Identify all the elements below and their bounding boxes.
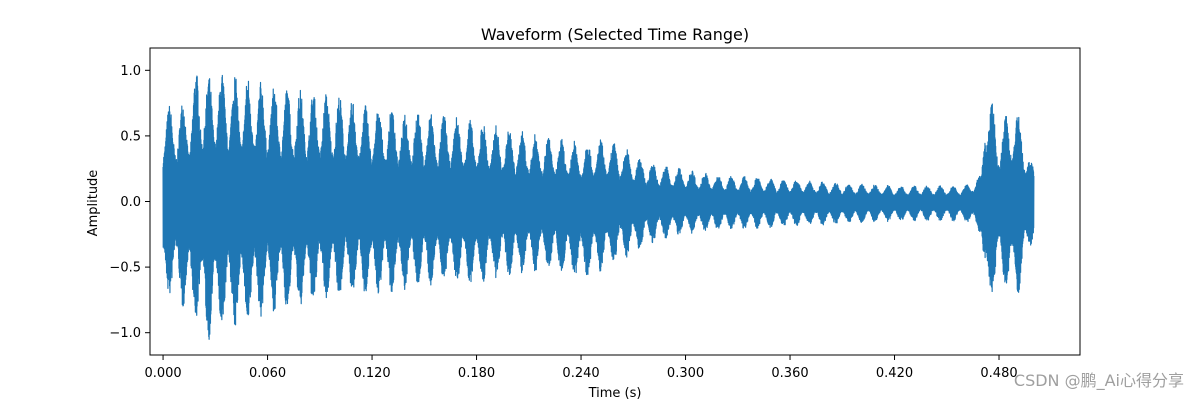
y-axis: −1.0 −0.5 0.0 0.5 1.0 bbox=[109, 64, 150, 341]
x-axis-label: Time (s) bbox=[588, 386, 642, 400]
x-tick-label: 0.000 bbox=[144, 366, 181, 381]
plot-area bbox=[162, 74, 1035, 340]
y-tick-label: 0.0 bbox=[120, 195, 141, 210]
x-tick-label: 0.180 bbox=[458, 366, 495, 381]
chart-title: Waveform (Selected Time Range) bbox=[481, 25, 749, 44]
x-axis: 0.000 0.060 0.120 0.180 0.240 0.300 0.360 0.420… bbox=[144, 355, 1018, 381]
x-tick-label: 0.120 bbox=[353, 366, 390, 381]
x-tick-label: 0.420 bbox=[876, 366, 913, 381]
y-tick-label: 1.0 bbox=[120, 64, 141, 79]
x-tick-label: 0.300 bbox=[667, 366, 704, 381]
x-tick-label: 0.060 bbox=[249, 366, 286, 381]
x-tick-label: 0.360 bbox=[771, 366, 808, 381]
y-tick-label: 0.5 bbox=[120, 129, 141, 144]
y-tick-label: −0.5 bbox=[109, 261, 141, 276]
watermark-text: CSDN @鹏_Ai心得分享 bbox=[1013, 371, 1184, 390]
waveform-series bbox=[162, 74, 1035, 340]
y-tick-label: −1.0 bbox=[109, 326, 141, 341]
x-tick-label: 0.480 bbox=[980, 366, 1017, 381]
x-tick-label: 0.240 bbox=[562, 366, 599, 381]
waveform-line bbox=[162, 74, 1035, 340]
y-axis-label: Amplitude bbox=[86, 170, 101, 237]
